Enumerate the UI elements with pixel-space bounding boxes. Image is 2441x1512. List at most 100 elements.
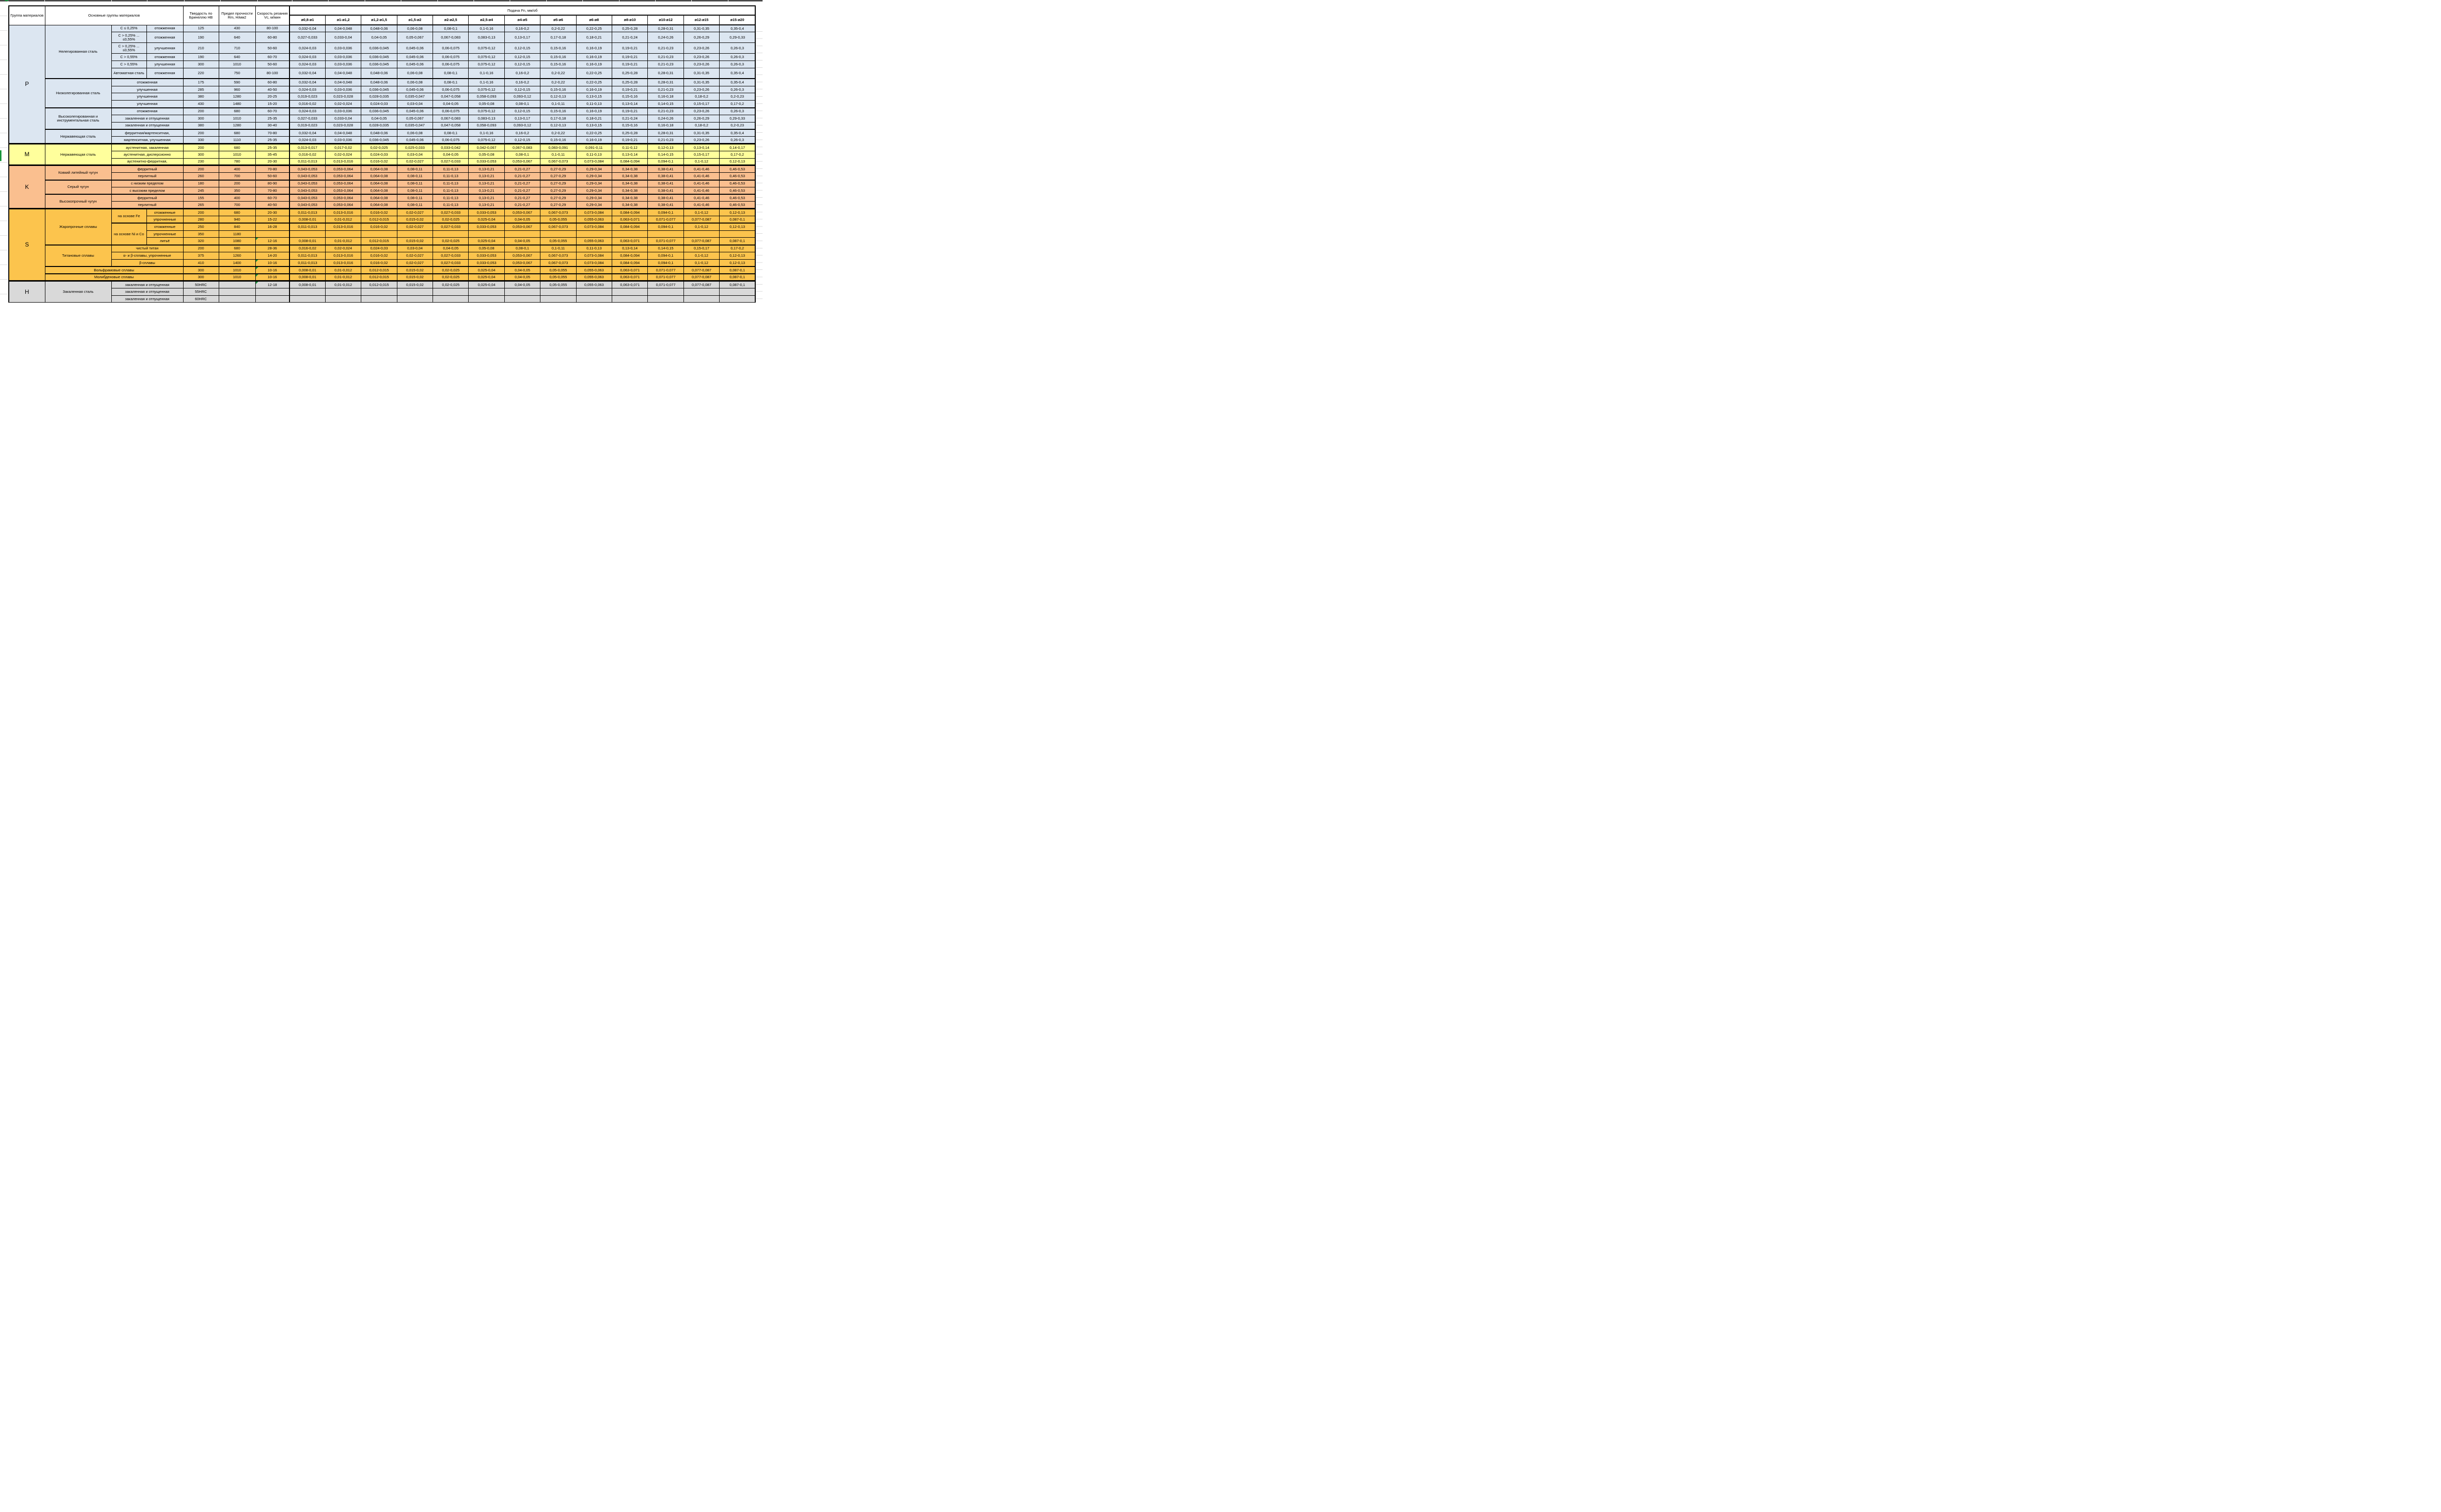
feed-cell[interactable]: 0,084-0,094 <box>612 158 648 166</box>
feed-cell[interactable]: 0,12-0,15 <box>504 53 541 61</box>
state-cell[interactable]: улучшенная <box>111 93 184 101</box>
feed-cell[interactable]: 0,071-0,077 <box>647 266 684 274</box>
feed-cell[interactable]: 0,21-0,27 <box>504 186 541 195</box>
feed-cell[interactable]: 0,077-0,087 <box>683 266 720 274</box>
feed-cell[interactable]: 0,055-0,063 <box>576 216 613 224</box>
feed-cell[interactable]: 0,019-0,023 <box>289 93 326 101</box>
header-diameter[interactable]: ø1,2-ø1,5 <box>361 15 397 25</box>
feed-cell[interactable]: 0,13-0,21 <box>468 201 505 209</box>
feed-cell[interactable] <box>612 230 648 238</box>
rm-cell[interactable]: 1260 <box>218 252 256 260</box>
feed-cell[interactable]: 0,2-0,23 <box>719 122 756 130</box>
vc-cell[interactable]: 10-16 <box>255 273 290 282</box>
vc-cell[interactable]: 25-35 <box>255 114 290 123</box>
feed-cell[interactable]: 0,11-0,13 <box>433 172 469 181</box>
hb-cell[interactable]: 175 <box>183 78 219 86</box>
feed-cell[interactable]: 0,08-0,1 <box>433 24 469 33</box>
rm-cell[interactable]: 680 <box>218 208 256 217</box>
feed-cell[interactable]: 0,26-0,3 <box>719 61 756 68</box>
feed-cell[interactable]: 0,024-0,03 <box>289 42 326 54</box>
feed-cell[interactable]: 0,048-0,06 <box>361 78 397 86</box>
hb-cell[interactable]: 200 <box>183 128 219 137</box>
feed-cell[interactable]: 0,08-0,11 <box>396 201 434 209</box>
feed-cell[interactable] <box>289 288 326 296</box>
vc-cell[interactable] <box>255 295 290 303</box>
feed-cell[interactable]: 0,075-0,12 <box>468 85 505 94</box>
header-diameter[interactable]: ø12-ø15 <box>683 15 720 25</box>
feed-cell[interactable]: 0,02-0,024 <box>325 150 362 159</box>
feed-cell[interactable]: 0,1-0,16 <box>468 78 505 86</box>
feed-cell[interactable]: 0,02-0,027 <box>396 223 434 231</box>
feed-cell[interactable]: 0,013-0,016 <box>325 223 362 231</box>
feed-cell[interactable]: 0,077-0,087 <box>683 280 720 288</box>
feed-cell[interactable]: 0,06-0,075 <box>433 85 469 94</box>
feed-cell[interactable]: 0,016-0,02 <box>361 252 397 260</box>
state-cell[interactable]: аустенитная, закаленная <box>111 143 184 151</box>
material-cell[interactable]: Вольфрамовые сплавы <box>44 266 184 274</box>
feed-cell[interactable]: 0,06-0,075 <box>433 136 469 144</box>
hb-cell[interactable]: 410 <box>183 259 219 267</box>
feed-cell[interactable]: 0,26-0,3 <box>719 107 756 115</box>
feed-cell[interactable]: 0,23-0,26 <box>683 107 720 115</box>
feed-cell[interactable]: 0,08-0,11 <box>396 179 434 187</box>
feed-cell[interactable]: 0,083-0,13 <box>468 114 505 123</box>
feed-cell[interactable]: 0,46-0,53 <box>719 172 756 181</box>
feed-cell[interactable]: 0,067-0,083 <box>433 32 469 43</box>
feed-cell[interactable]: 0,064-0,08 <box>361 194 397 202</box>
feed-cell[interactable]: 0,14-0,15 <box>647 244 684 253</box>
feed-cell[interactable]: 0,16-0,19 <box>576 85 613 94</box>
feed-cell[interactable] <box>576 230 613 238</box>
feed-cell[interactable]: 0,17-0,18 <box>540 114 577 123</box>
feed-cell[interactable]: 0,2-0,22 <box>540 128 577 137</box>
feed-cell[interactable]: 0,26-0,3 <box>719 53 756 61</box>
feed-cell[interactable]: 0,25-0,28 <box>612 78 648 86</box>
feed-cell[interactable]: 0,08-0,1 <box>433 78 469 86</box>
feed-cell[interactable]: 0,11-0,13 <box>433 179 469 187</box>
feed-cell[interactable]: 0,094-0,1 <box>647 208 684 217</box>
state-cell[interactable]: аустенитно-ферритная, <box>111 158 184 166</box>
feed-cell[interactable]: 0,15-0,16 <box>540 85 577 94</box>
feed-cell[interactable]: 0,094-0,1 <box>647 223 684 231</box>
header-diameter[interactable]: ø5-ø6 <box>540 15 577 25</box>
feed-cell[interactable]: 0,055-0,063 <box>576 266 613 274</box>
feed-cell[interactable]: 0,013-0,016 <box>325 158 362 166</box>
feed-cell[interactable]: 0,071-0,077 <box>647 237 684 245</box>
feed-cell[interactable] <box>612 288 648 296</box>
feed-cell[interactable]: 0,06-0,08 <box>396 78 434 86</box>
feed-cell[interactable]: 0,31-0,35 <box>683 128 720 137</box>
feed-cell[interactable]: 0,12-0,15 <box>504 85 541 94</box>
rm-cell[interactable]: 400 <box>218 164 256 173</box>
feed-cell[interactable]: 0,04-0,05 <box>504 237 541 245</box>
hb-cell[interactable]: 430 <box>183 100 219 108</box>
state-cell[interactable]: литьё <box>146 237 184 245</box>
feed-cell[interactable]: 0,21-0,23 <box>647 42 684 54</box>
feed-cell[interactable]: 0,38-0,41 <box>647 179 684 187</box>
feed-cell[interactable] <box>361 295 397 303</box>
group-cell-K[interactable]: K <box>8 164 45 209</box>
feed-cell[interactable] <box>683 230 720 238</box>
feed-cell[interactable]: 0,087-0,1 <box>719 280 756 288</box>
feed-cell[interactable]: 0,016-0,02 <box>289 150 326 159</box>
feed-cell[interactable]: 0,094-0,1 <box>647 158 684 166</box>
feed-cell[interactable]: 0,023-0,028 <box>325 93 362 101</box>
state-cell[interactable]: улучшенная <box>146 42 184 54</box>
feed-cell[interactable]: 0,18-0,21 <box>576 114 613 123</box>
feed-cell[interactable]: 0,23-0,26 <box>683 53 720 61</box>
feed-cell[interactable] <box>361 288 397 296</box>
feed-cell[interactable]: 0,05-0,08 <box>468 244 505 253</box>
feed-cell[interactable]: 0,04-0,048 <box>325 128 362 137</box>
feed-cell[interactable]: 0,21-0,24 <box>612 114 648 123</box>
subgroup-cell[interactable]: на основе Fe <box>111 208 147 224</box>
feed-cell[interactable]: 0,41-0,46 <box>683 186 720 195</box>
feed-cell[interactable]: 0,053-0,064 <box>325 172 362 181</box>
feed-cell[interactable] <box>361 230 397 238</box>
feed-cell[interactable]: 0,087-0,1 <box>719 273 756 282</box>
feed-cell[interactable]: 0,016-0,02 <box>361 259 397 267</box>
state-cell[interactable]: отожженные <box>146 208 184 217</box>
feed-cell[interactable]: 0,05-0,055 <box>540 266 577 274</box>
hb-cell[interactable]: 200 <box>183 164 219 173</box>
rm-cell[interactable]: 400 <box>218 194 256 202</box>
feed-cell[interactable]: 0,16-0,19 <box>576 136 613 144</box>
feed-cell[interactable]: 0,047-0,058 <box>433 122 469 130</box>
feed-cell[interactable]: 0,033-0,053 <box>468 158 505 166</box>
